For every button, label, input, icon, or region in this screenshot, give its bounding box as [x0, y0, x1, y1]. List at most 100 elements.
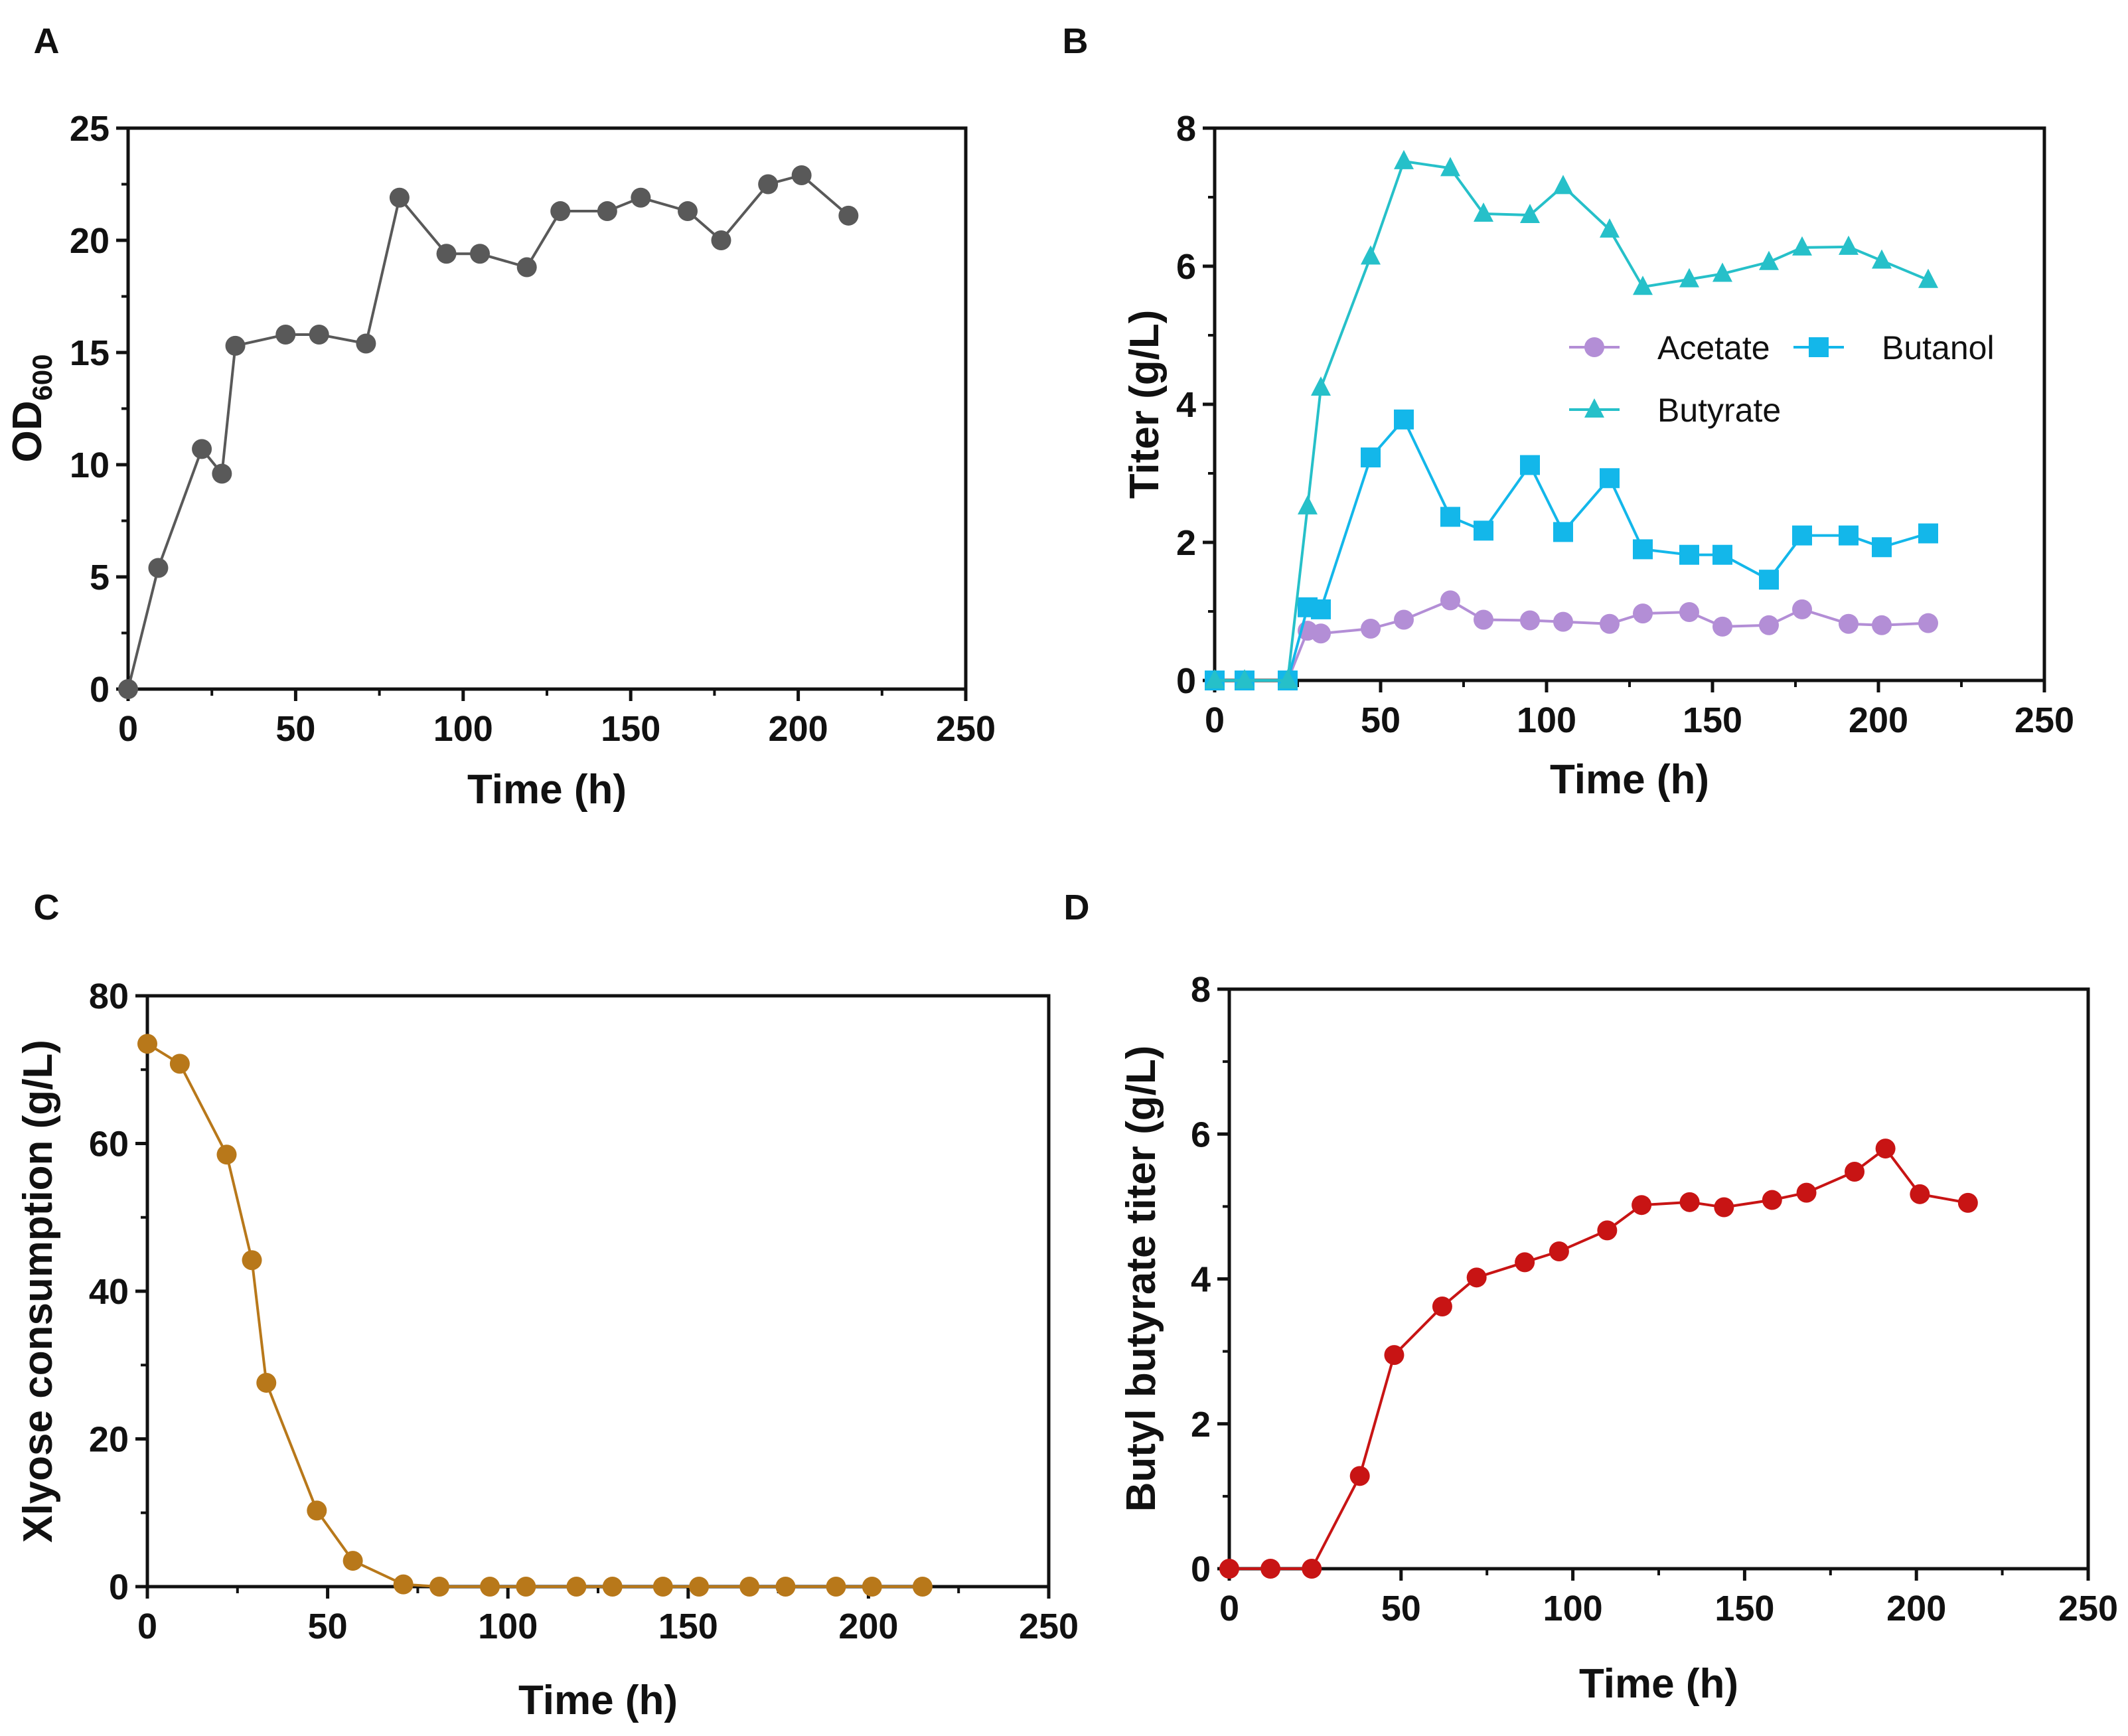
- data-point: [1679, 268, 1699, 287]
- y-tick-label: 80: [89, 977, 129, 1016]
- x-tick-label: 150: [1683, 700, 1742, 740]
- data-point: [1394, 149, 1414, 169]
- x-tick-label: 250: [2014, 700, 2074, 740]
- data-point: [480, 1577, 500, 1597]
- y-tick-label: 4: [1176, 385, 1196, 425]
- x-tick-label: 150: [1714, 1589, 1774, 1628]
- data-point: [1394, 409, 1414, 430]
- y-tick-label: 6: [1191, 1115, 1211, 1154]
- data-point: [1792, 525, 1812, 546]
- y-tick-label: 40: [89, 1272, 129, 1312]
- data-point: [1872, 537, 1892, 558]
- data-point: [602, 1577, 623, 1597]
- data-point: [1520, 610, 1540, 631]
- data-point: [1205, 669, 1225, 688]
- data-point: [1714, 1197, 1734, 1218]
- panel-label: A: [34, 21, 60, 61]
- data-point: [1515, 1252, 1535, 1273]
- y-axis-title: Titer (g/L): [1122, 310, 1168, 499]
- data-point: [1235, 669, 1254, 688]
- x-tick-label: 200: [769, 709, 828, 749]
- data-point: [137, 1034, 157, 1054]
- y-tick-label: 4: [1191, 1260, 1211, 1300]
- y-tick-label: 0: [1191, 1549, 1211, 1589]
- y-axis-title: Butyl butyrate titer (g/L): [1118, 1046, 1164, 1512]
- data-point: [470, 244, 491, 264]
- data-point: [1384, 1345, 1405, 1366]
- legend-label: Butanol: [1882, 329, 1995, 366]
- x-tick-label: 200: [1886, 1589, 1946, 1628]
- data-point: [1792, 236, 1812, 256]
- data-point: [1845, 1161, 1865, 1182]
- x-tick-label: 50: [1361, 700, 1401, 740]
- data-point: [1712, 616, 1732, 637]
- x-tick-label: 150: [658, 1607, 718, 1646]
- data-point: [597, 201, 617, 222]
- data-point: [1361, 447, 1381, 468]
- data-point: [1466, 1267, 1487, 1288]
- data-point: [1839, 525, 1859, 546]
- data-point: [739, 1577, 760, 1597]
- data-point: [652, 1577, 673, 1597]
- data-point: [1918, 268, 1938, 288]
- data-point: [1872, 615, 1892, 635]
- panel-label: D: [1064, 888, 1090, 927]
- data-point: [1432, 1296, 1452, 1316]
- y-tick-label: 6: [1176, 247, 1196, 287]
- x-tick-label: 250: [2058, 1589, 2118, 1628]
- series-od600: [118, 165, 859, 699]
- data-point: [775, 1577, 796, 1597]
- data-point: [275, 324, 296, 345]
- y-tick-label: 20: [70, 221, 110, 261]
- data-point: [1474, 520, 1493, 541]
- data-point: [1712, 544, 1732, 565]
- x-tick-label: 150: [601, 709, 660, 749]
- x-tick-label: 0: [118, 709, 138, 749]
- data-point: [791, 165, 812, 185]
- plot-frame: [145, 994, 1051, 1589]
- data-point: [711, 230, 731, 250]
- legend-item: Acetate: [1569, 329, 1770, 366]
- data-point: [566, 1577, 587, 1597]
- data-point: [678, 201, 698, 222]
- y-axis-title: Xlyose consumption (g/L): [15, 1040, 61, 1543]
- data-point: [192, 439, 212, 459]
- data-point: [1839, 613, 1859, 634]
- data-point: [1872, 249, 1892, 269]
- data-point: [631, 187, 651, 208]
- x-tick-label: 0: [1219, 1589, 1239, 1628]
- data-point: [148, 558, 169, 578]
- legend-item: Butanol: [1793, 329, 1995, 366]
- x-tick-label: 250: [1019, 1607, 1079, 1646]
- y-tick-label: 8: [1176, 109, 1196, 149]
- data-point: [1553, 175, 1573, 195]
- data-point: [516, 257, 537, 277]
- y-axis-title-main: OD: [5, 401, 50, 463]
- data-point: [1762, 1190, 1782, 1210]
- x-axis-title: Time (h): [1579, 1661, 1738, 1707]
- x-tick-label: 0: [137, 1607, 157, 1646]
- chart-panel-d: D 0 2 4 6 8 0 50 100 150 200 250 Time (h) Butyl butyr…: [1064, 888, 2119, 1707]
- y-tick-label: 8: [1191, 970, 1211, 1010]
- x-tick-label: 100: [1543, 1589, 1603, 1628]
- data-point: [1311, 376, 1331, 396]
- data-point: [1520, 204, 1540, 224]
- data-point: [169, 1054, 190, 1074]
- data-point: [1792, 599, 1812, 619]
- data-point: [1597, 1220, 1618, 1241]
- data-point: [1520, 455, 1540, 475]
- data-point: [1796, 1182, 1817, 1203]
- data-point: [1440, 157, 1460, 177]
- series-butyl-butyrate: [1219, 1139, 1978, 1579]
- data-point: [1474, 609, 1493, 630]
- data-point: [436, 244, 457, 264]
- data-point: [1349, 1466, 1370, 1486]
- data-point: [1394, 609, 1414, 630]
- data-point: [356, 333, 376, 354]
- data-point: [1600, 218, 1620, 238]
- y-tick-label: 0: [90, 670, 110, 710]
- data-point: [1361, 619, 1381, 639]
- data-point: [1910, 1184, 1930, 1204]
- series-line: [146, 1042, 923, 1588]
